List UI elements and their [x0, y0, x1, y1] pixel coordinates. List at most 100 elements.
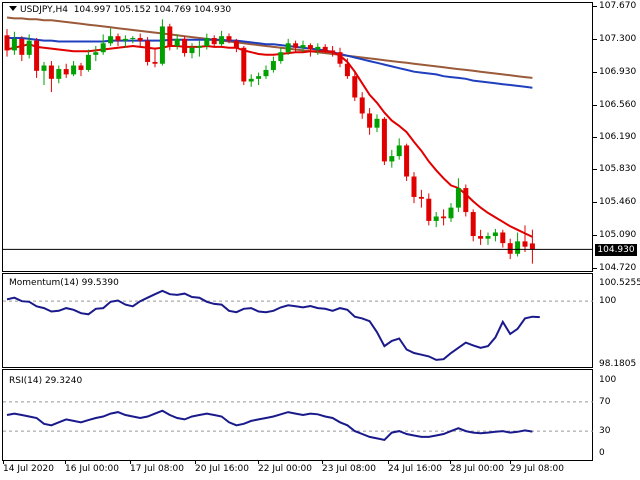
- candle-body: [122, 38, 128, 41]
- ma-mid-line: [7, 37, 533, 89]
- candle-body: [389, 156, 395, 162]
- candle-body: [396, 145, 402, 157]
- price-tick-label: 107.670: [599, 1, 637, 11]
- candle-body: [167, 26, 173, 46]
- candle-body: [145, 40, 151, 62]
- momentum-tick-label: 100.5255: [599, 278, 640, 288]
- candle-body: [300, 45, 306, 48]
- candle-body: [463, 188, 469, 213]
- candle-body: [322, 46, 328, 51]
- candle-body: [470, 212, 476, 237]
- time-tick-mark: [510, 461, 511, 464]
- price-tick-mark: [593, 71, 597, 73]
- momentum-panel[interactable]: Momentum(14) 99.5390: [2, 273, 593, 368]
- candle-body: [152, 61, 158, 64]
- candle-body: [159, 26, 165, 64]
- candle-body: [189, 47, 195, 54]
- candle-body: [433, 216, 439, 221]
- momentum-line: [6, 289, 540, 361]
- candle-body: [137, 37, 143, 41]
- price-tick-label: 105.830: [599, 164, 637, 175]
- candle-body: [381, 118, 387, 162]
- chart-ohlc: 104.997 105.152 104.769 104.930: [73, 5, 232, 15]
- candle-body: [100, 43, 106, 53]
- candle-body: [48, 65, 54, 79]
- candle-body: [130, 37, 136, 39]
- time-tick-label: 16 Jul 00:00: [65, 464, 119, 474]
- candle-body: [226, 36, 232, 41]
- time-tick-mark: [130, 461, 131, 464]
- momentum-tick-label: 98.1805: [599, 359, 637, 369]
- candle-body: [293, 43, 299, 48]
- candle-body: [196, 45, 202, 48]
- candle-body: [515, 241, 521, 254]
- price-tick-mark: [593, 202, 597, 204]
- ma-slow-line: [6, 16, 533, 79]
- candle-body: [263, 69, 269, 77]
- price-tick-mark: [593, 38, 597, 40]
- price-tick-label: 105.090: [599, 230, 637, 241]
- price-tick-label: 107.300: [599, 33, 637, 44]
- momentum-tick-label: 100: [599, 296, 617, 307]
- candle-body: [411, 176, 417, 197]
- time-tick-mark: [3, 461, 4, 464]
- chart-header: USDJPY,H4 104.997 105.152 104.769 104.93…: [9, 5, 231, 16]
- time-tick-mark: [65, 461, 66, 464]
- ma-fast-line: [6, 43, 533, 238]
- time-tick-label: 23 Jul 08:00: [322, 464, 376, 474]
- current-price-label: 104.930: [595, 244, 637, 256]
- time-tick-label: 24 Jul 16:00: [388, 464, 442, 474]
- time-tick-label: 22 Jul 00:00: [258, 464, 312, 474]
- chart-menu-arrow-icon[interactable]: [9, 6, 17, 11]
- candle-body: [41, 65, 47, 71]
- rsi-panel[interactable]: RSI(14) 29.3240: [2, 369, 593, 461]
- candle-body: [56, 69, 62, 79]
- price-tick-mark: [593, 6, 597, 7]
- candle-body: [418, 196, 424, 199]
- time-tick-label: 20 Jul 16:00: [195, 464, 249, 474]
- price-tick-mark: [593, 104, 597, 106]
- rsi-tick-label: 0: [599, 448, 605, 458]
- price-tick-mark: [593, 268, 597, 269]
- candle-body: [492, 232, 498, 237]
- candle-body: [441, 216, 447, 219]
- price-tick-label: 106.560: [599, 99, 637, 110]
- time-tick-mark: [388, 461, 389, 464]
- candle-body: [426, 198, 432, 221]
- candle-body: [448, 207, 454, 219]
- rsi-tick-label: 100: [599, 375, 617, 385]
- candle-body: [85, 54, 91, 70]
- candle-body: [359, 97, 365, 114]
- time-tick-label: 17 Jul 08:00: [130, 464, 184, 474]
- candle-body: [285, 43, 291, 53]
- candle-body: [500, 232, 506, 244]
- price-tick-label: 106.930: [599, 66, 637, 77]
- candle-body: [115, 36, 121, 41]
- time-tick-label: 28 Jul 00:00: [450, 464, 504, 474]
- price-tick-mark: [593, 235, 597, 237]
- candle-body: [26, 40, 32, 55]
- candle-body: [404, 145, 410, 177]
- time-tick-mark: [322, 461, 323, 464]
- candle-body: [337, 52, 343, 64]
- candle-body: [307, 45, 313, 50]
- candle-body: [19, 38, 25, 55]
- candle-body: [367, 113, 373, 128]
- candle-body: [93, 52, 99, 55]
- rsi-tick-label: 70: [599, 396, 611, 407]
- candle-body: [522, 241, 528, 247]
- momentum-title: Momentum(14) 99.5390: [9, 278, 119, 288]
- candle-body: [233, 40, 239, 48]
- rsi-title: RSI(14) 29.3240: [9, 376, 83, 386]
- candle-body: [330, 50, 336, 53]
- candle-body: [374, 118, 380, 128]
- rsi-line: [6, 409, 533, 441]
- candle-body: [478, 236, 484, 239]
- candle-body: [256, 76, 262, 79]
- chart-symbol: USDJPY,H4: [20, 5, 68, 15]
- time-tick-label: 14 Jul 2020: [3, 464, 54, 474]
- candle-body: [219, 36, 225, 45]
- candle-body: [507, 243, 513, 254]
- time-tick-label: 29 Jul 08:00: [510, 464, 564, 474]
